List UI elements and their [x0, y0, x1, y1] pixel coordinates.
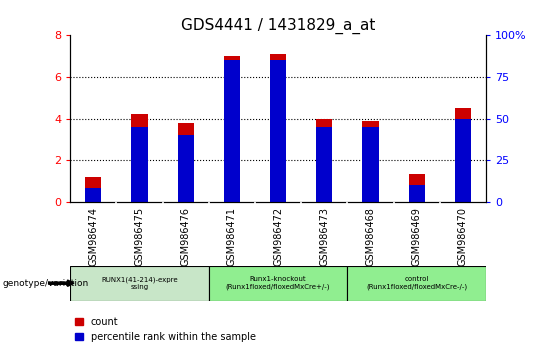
Text: control
(Runx1floxed/floxedMxCre-/-): control (Runx1floxed/floxedMxCre-/-): [366, 276, 467, 290]
Bar: [85, 188, 102, 202]
Bar: [131, 114, 147, 202]
Bar: [85, 177, 102, 202]
Bar: [409, 185, 425, 202]
Bar: [362, 127, 379, 202]
Bar: [131, 127, 147, 202]
Bar: [178, 135, 194, 202]
Text: genotype/variation: genotype/variation: [3, 279, 89, 288]
Text: GSM986472: GSM986472: [273, 207, 283, 266]
Title: GDS4441 / 1431829_a_at: GDS4441 / 1431829_a_at: [181, 18, 375, 34]
Bar: [455, 108, 471, 202]
Text: RUNX1(41-214)-expre
ssing: RUNX1(41-214)-expre ssing: [101, 276, 178, 290]
Text: GSM986468: GSM986468: [366, 207, 375, 266]
Text: Runx1-knockout
(Runx1floxed/floxedMxCre+/-): Runx1-knockout (Runx1floxed/floxedMxCre+…: [226, 276, 330, 290]
Bar: [178, 123, 194, 202]
Text: GSM986474: GSM986474: [89, 207, 98, 266]
Bar: [455, 119, 471, 202]
Bar: [209, 266, 347, 301]
Text: GSM986473: GSM986473: [319, 207, 329, 266]
Bar: [224, 56, 240, 202]
Text: GSM986469: GSM986469: [411, 207, 422, 266]
Bar: [409, 174, 425, 202]
Legend: count, percentile rank within the sample: count, percentile rank within the sample: [75, 317, 255, 342]
Text: GSM986475: GSM986475: [134, 207, 145, 266]
Bar: [224, 61, 240, 202]
Text: GSM986471: GSM986471: [227, 207, 237, 266]
Bar: [270, 61, 286, 202]
Text: GSM986476: GSM986476: [181, 207, 191, 266]
Bar: [347, 266, 486, 301]
Bar: [70, 266, 209, 301]
Bar: [270, 54, 286, 202]
Text: GSM986470: GSM986470: [458, 207, 468, 266]
Bar: [316, 119, 333, 202]
Bar: [362, 121, 379, 202]
Bar: [316, 127, 333, 202]
